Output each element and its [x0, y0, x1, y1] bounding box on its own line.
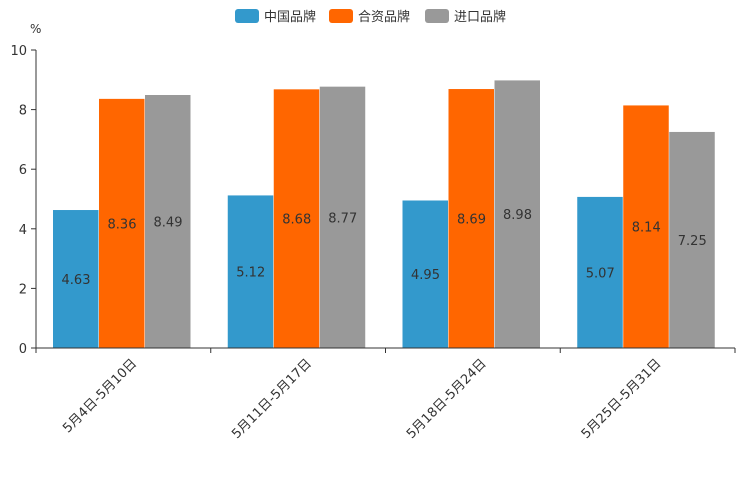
- bar[interactable]: [53, 210, 99, 348]
- x-tick-label: 5月4日-5月10日: [60, 356, 140, 436]
- bar-value-label: 5.07: [586, 266, 615, 281]
- bar[interactable]: [227, 195, 274, 348]
- bar-value-label: 4.95: [411, 268, 440, 283]
- bar[interactable]: [494, 80, 541, 349]
- y-tick-label: 8: [19, 104, 27, 119]
- bar-value-label: 8.68: [282, 213, 311, 228]
- x-tick-label: 5月25日-5月31日: [579, 356, 665, 442]
- bar-value-label: 8.98: [503, 208, 532, 223]
- bar-value-label: 7.25: [678, 234, 707, 249]
- x-tick-label: 5月11日-5月17日: [229, 356, 315, 442]
- y-axis-unit-label: %: [30, 22, 41, 36]
- y-tick-label: 10: [10, 44, 27, 59]
- legend-label[interactable]: 进口品牌: [454, 9, 506, 25]
- legend-swatch[interactable]: [235, 9, 259, 23]
- bar[interactable]: [448, 89, 495, 349]
- bar[interactable]: [577, 196, 623, 348]
- legend-swatch[interactable]: [425, 9, 449, 23]
- bars: 4.63 8.36 8.49 5.12 8.68 8.77 4.95 8.69 8.98 5.07…: [53, 80, 715, 349]
- x-tick-label: 5月18日-5月24日: [404, 356, 490, 442]
- bar[interactable]: [319, 86, 366, 349]
- y-tick-label: 4: [19, 223, 27, 238]
- legend-label[interactable]: 合资品牌: [358, 9, 410, 25]
- bar-value-label: 8.77: [328, 211, 357, 226]
- bar-value-label: 4.63: [62, 273, 91, 288]
- bar[interactable]: [273, 89, 320, 348]
- x-axis: 5月4日-5月10日 5月11日-5月17日 5月18日-5月24日 5月25日-5月…: [35, 347, 736, 442]
- bar[interactable]: [623, 105, 669, 348]
- bar-value-label: 8.14: [632, 221, 661, 236]
- y-tick-label: 0: [19, 342, 27, 357]
- y-tick-label: 2: [19, 282, 27, 297]
- bar[interactable]: [402, 200, 449, 348]
- y-axis: 0 2 4 6 8 10: [10, 44, 37, 357]
- bar-value-label: 8.69: [457, 213, 486, 228]
- bar[interactable]: [669, 131, 715, 348]
- bar-value-label: 8.49: [154, 215, 183, 230]
- bar-value-label: 5.12: [236, 266, 265, 281]
- bar[interactable]: [99, 98, 145, 348]
- legend-swatch[interactable]: [329, 9, 353, 23]
- bar-value-label: 8.36: [108, 217, 137, 232]
- legend-label[interactable]: 中国品牌: [264, 9, 316, 25]
- legend: 中国品牌 合资品牌 进口品牌: [235, 9, 506, 25]
- bar[interactable]: [145, 94, 191, 348]
- y-tick-label: 6: [19, 163, 27, 178]
